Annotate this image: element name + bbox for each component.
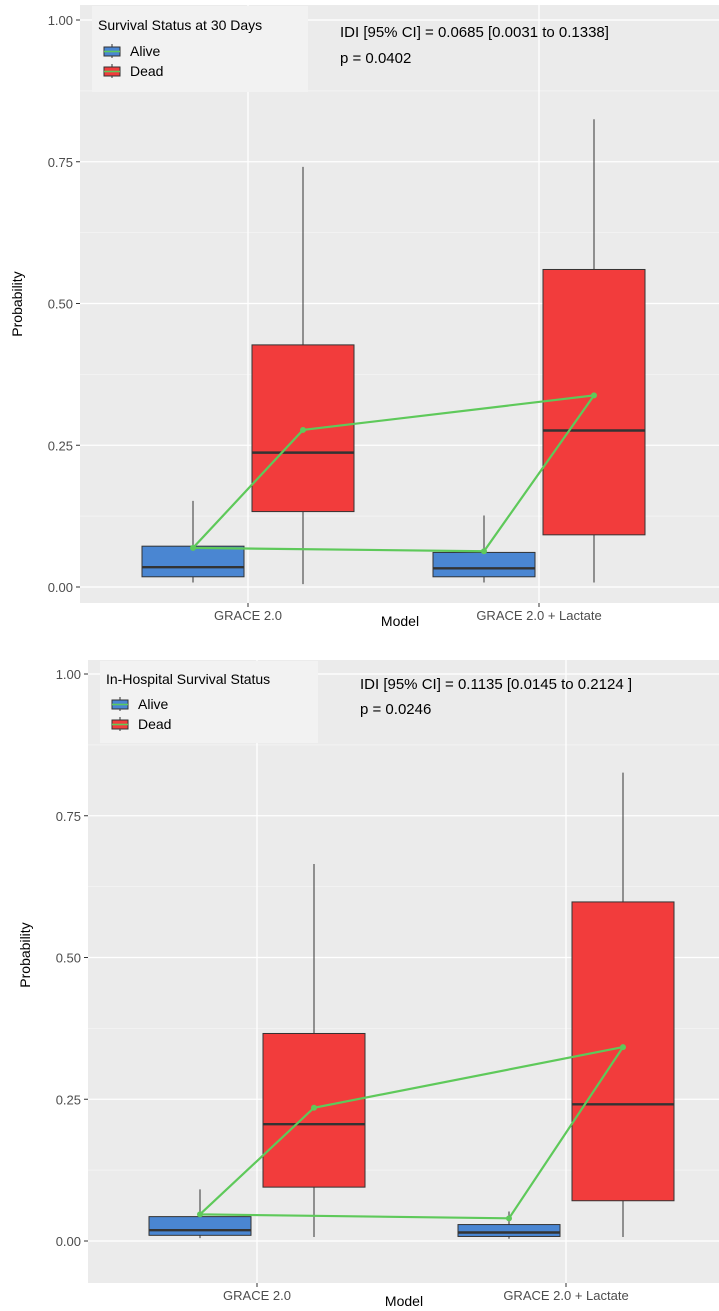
y-tick-label: 0.25 bbox=[48, 438, 73, 453]
mean-point bbox=[620, 1044, 626, 1051]
box-iqr bbox=[432, 551, 536, 578]
x-tick-label: GRACE 2.0 bbox=[223, 1288, 291, 1303]
box-iqr bbox=[542, 268, 646, 536]
mean-point bbox=[190, 544, 196, 551]
y-tick-label: 1.00 bbox=[48, 13, 73, 28]
legend-title: Survival Status at 30 Days bbox=[98, 17, 262, 33]
legend-title: In-Hospital Survival Status bbox=[106, 671, 270, 687]
y-tick-label: 1.00 bbox=[56, 667, 81, 682]
legend-key-alive bbox=[111, 697, 129, 711]
legend-label: Alive bbox=[138, 696, 169, 712]
box-iqr bbox=[141, 545, 245, 578]
chart-panel-1: 0.00 0.25 0.50 0.75 1.00 GRACE 2.0 GRACE 2.0 +… bbox=[9, 5, 719, 629]
x-tick-label: GRACE 2.0 bbox=[214, 608, 282, 623]
legend: Survival Status at 30 Days Alive Dead bbox=[92, 6, 308, 92]
box-dead-2 bbox=[571, 772, 675, 1238]
legend-key-dead bbox=[111, 717, 129, 731]
legend-label: Dead bbox=[130, 63, 163, 79]
idi-annotation: IDI [95% CI] = 0.1135 [0.0145 to 0.2124 … bbox=[360, 676, 632, 693]
mean-point bbox=[591, 392, 597, 399]
y-axis-title: Probability bbox=[9, 271, 25, 336]
legend-label: Dead bbox=[138, 716, 171, 732]
x-axis-title: Model bbox=[381, 613, 419, 629]
mean-point bbox=[197, 1211, 203, 1218]
box-iqr bbox=[571, 901, 675, 1202]
p-value-annotation: p = 0.0246 bbox=[360, 701, 431, 718]
x-tick-label: GRACE 2.0 + Lactate bbox=[476, 608, 601, 623]
idi-annotation: IDI [95% CI] = 0.0685 [0.0031 to 0.1338] bbox=[340, 24, 609, 41]
y-tick-label: 0.75 bbox=[56, 809, 81, 824]
y-tick-label: 0.50 bbox=[48, 297, 73, 312]
legend-key-dead bbox=[103, 64, 121, 78]
mean-point bbox=[506, 1215, 512, 1222]
box-iqr bbox=[457, 1224, 561, 1237]
chart-panel-2: 0.00 0.25 0.50 0.75 1.00 GRACE 2.0 GRACE 2.0 +… bbox=[17, 660, 719, 1309]
p-value-annotation: p = 0.0402 bbox=[340, 50, 411, 67]
y-tick-label: 0.00 bbox=[56, 1234, 81, 1249]
box-alive-2 bbox=[457, 1211, 561, 1239]
y-tick-label: 0.00 bbox=[48, 580, 73, 595]
y-tick-label: 0.75 bbox=[48, 155, 73, 170]
box-alive-1 bbox=[148, 1189, 252, 1239]
box-alive-2 bbox=[432, 515, 536, 583]
box-iqr bbox=[148, 1216, 252, 1236]
legend-background bbox=[92, 6, 308, 92]
box-dead-2 bbox=[542, 119, 646, 583]
y-tick-label: 0.25 bbox=[56, 1092, 81, 1107]
y-axis-title: Probability bbox=[17, 922, 33, 987]
legend-background bbox=[100, 661, 318, 743]
legend-key-alive bbox=[103, 44, 121, 58]
x-axis-title: Model bbox=[385, 1293, 423, 1309]
legend-label: Alive bbox=[130, 43, 161, 59]
mean-point bbox=[481, 548, 487, 555]
legend: In-Hospital Survival Status Alive Dead bbox=[100, 661, 318, 743]
mean-point bbox=[300, 426, 306, 433]
x-tick-label: GRACE 2.0 + Lactate bbox=[503, 1288, 628, 1303]
mean-point bbox=[311, 1104, 317, 1111]
box-alive-1 bbox=[141, 500, 245, 583]
y-tick-label: 0.50 bbox=[56, 951, 81, 966]
